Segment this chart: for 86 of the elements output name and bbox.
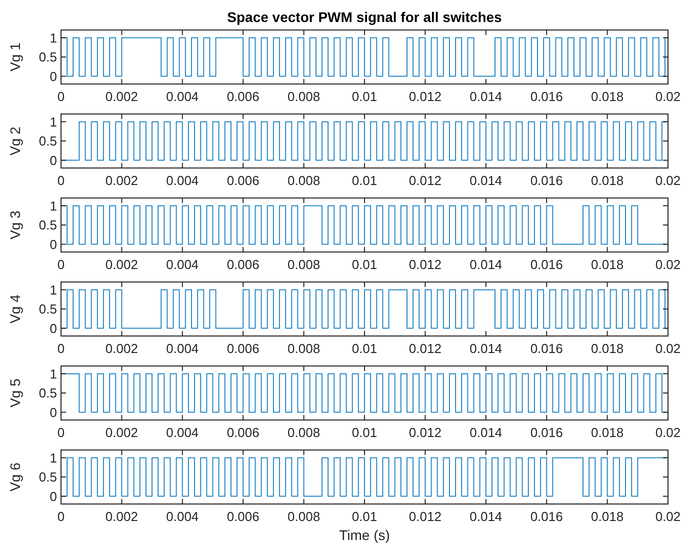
x-tick-label: 0.008: [288, 89, 320, 104]
y-tick-label: 0: [50, 68, 57, 84]
x-tick-label: 0.014: [470, 173, 502, 188]
x-tick-label: 0.018: [591, 341, 624, 356]
x-tick-label: 0.014: [470, 425, 502, 440]
y-tick-label: 1: [50, 30, 57, 46]
x-tick-label: 0.016: [530, 341, 563, 356]
x-tick-label: 0.002: [105, 509, 138, 524]
x-tick-label: 0.006: [226, 341, 260, 356]
y-tick-label: 0: [50, 320, 57, 336]
y-tick-label: 1: [50, 282, 57, 298]
x-tick-label: 0.01: [352, 509, 378, 524]
x-tick-label: 0.016: [530, 257, 563, 272]
y-tick-label: 1: [50, 198, 57, 214]
y-tick-label: 0: [50, 404, 57, 420]
y-tick-label: 0.5: [38, 218, 57, 233]
y-axis-title: Vg 2: [7, 126, 23, 156]
y-tick-label: 0: [50, 152, 57, 168]
x-tick-label: 0.016: [530, 89, 563, 104]
y-tick-label: 0: [50, 488, 57, 504]
x-tick-label: 0.018: [591, 89, 624, 104]
x-tick-label: 0.01: [352, 257, 378, 272]
x-tick-label: 0.018: [591, 509, 624, 524]
x-tick-label: 0.016: [530, 425, 563, 440]
x-tick-label: 0.02: [655, 257, 681, 272]
x-tick-label: 0.014: [470, 257, 502, 272]
x-tick-label: 0.008: [288, 425, 320, 440]
y-tick-label: 0: [50, 236, 57, 252]
x-tick-label: 0.004: [166, 509, 199, 524]
x-tick-label: 0.012: [408, 341, 442, 356]
x-tick-label: 0.016: [530, 173, 563, 188]
x-tick-label: 0.016: [530, 509, 563, 524]
x-tick-label: 0.014: [470, 89, 502, 104]
x-tick-label: 0.012: [408, 425, 442, 440]
y-tick-label: 1: [50, 450, 57, 466]
x-tick-label: 0.01: [352, 425, 378, 440]
x-tick-label: 0.002: [105, 341, 138, 356]
x-tick-label: 0.002: [105, 257, 138, 272]
x-tick-label: 0.02: [655, 173, 681, 188]
x-tick-label: 0.012: [408, 89, 442, 104]
x-tick-label: 0.01: [352, 173, 378, 188]
y-axis-title: Vg 1: [7, 42, 23, 72]
x-axis-title: Time (s): [339, 527, 390, 543]
x-tick-label: 0.02: [655, 509, 681, 524]
x-tick-label: 0.01: [352, 341, 378, 356]
x-tick-label: 0.012: [408, 173, 442, 188]
y-tick-label: 0.5: [38, 134, 57, 149]
y-tick-label: 0.5: [38, 470, 57, 485]
x-tick-label: 0.004: [166, 425, 199, 440]
x-tick-label: 0.018: [591, 257, 624, 272]
x-tick-label: 0.002: [105, 89, 138, 104]
x-tick-label: 0.02: [655, 89, 681, 104]
x-tick-label: 0.008: [288, 341, 320, 356]
y-axis-title: Vg 6: [7, 462, 23, 492]
y-tick-label: 0.5: [38, 50, 57, 65]
x-tick-label: 0.002: [105, 425, 138, 440]
x-tick-label: 0.006: [226, 509, 260, 524]
x-tick-label: 0.018: [591, 425, 624, 440]
x-tick-label: 0.008: [288, 257, 320, 272]
y-tick-label: 1: [50, 366, 57, 382]
x-tick-label: 0.01: [352, 89, 378, 104]
y-tick-label: 0.5: [38, 302, 57, 317]
x-tick-label: 0.006: [226, 425, 260, 440]
x-tick-label: 0.004: [166, 173, 199, 188]
x-tick-label: 0.014: [470, 509, 502, 524]
x-tick-label: 0.002: [105, 173, 138, 188]
x-tick-label: 0.006: [226, 257, 260, 272]
x-tick-label: 0.012: [408, 257, 442, 272]
y-axis-title: Vg 3: [7, 210, 23, 240]
chart-title: Space vector PWM signal for all switches: [227, 9, 502, 25]
y-axis-title: Vg 4: [7, 294, 23, 324]
x-tick-label: 0.008: [288, 173, 320, 188]
x-tick-label: 0.012: [408, 509, 442, 524]
y-tick-label: 0.5: [38, 386, 57, 401]
x-tick-label: 0.008: [288, 509, 320, 524]
x-tick-label: 0.02: [655, 341, 681, 356]
x-tick-label: 0.004: [166, 341, 199, 356]
x-tick-label: 0.004: [166, 89, 199, 104]
y-axis-title: Vg 5: [7, 378, 23, 408]
x-tick-label: 0.006: [226, 173, 260, 188]
y-tick-label: 1: [50, 114, 57, 130]
x-tick-label: 0.004: [166, 257, 199, 272]
x-tick-label: 0.014: [470, 341, 502, 356]
x-tick-label: 0.018: [591, 173, 624, 188]
x-tick-label: 0.006: [226, 89, 260, 104]
x-tick-label: 0.02: [655, 425, 681, 440]
